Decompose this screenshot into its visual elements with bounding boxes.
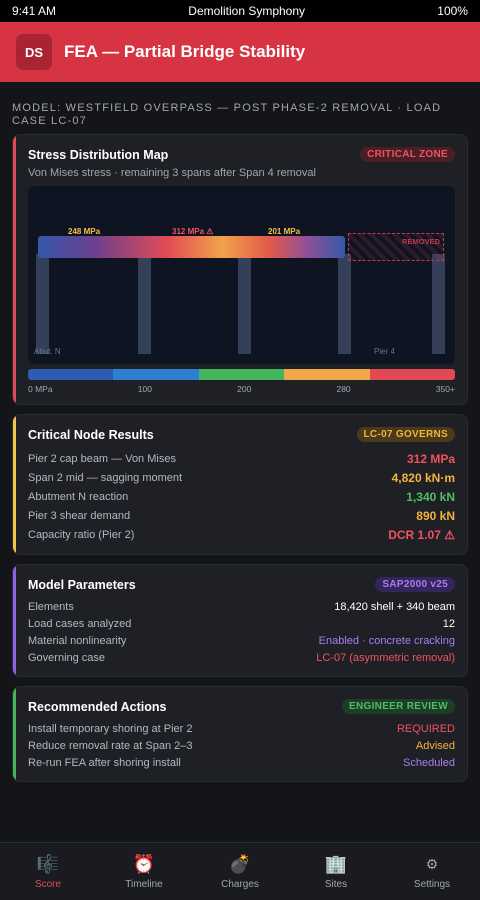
score-icon: 🎼: [36, 854, 60, 874]
row-label: Abutment N reaction: [28, 490, 129, 503]
row-value: 12: [442, 617, 455, 630]
scale-labels: 0 MPa 100 200 280 350+: [28, 384, 455, 394]
tab-label: Sites: [324, 879, 348, 890]
row-value: Enabled · concrete cracking: [318, 634, 455, 647]
row-value: 4,820 kN·m: [391, 470, 455, 485]
stress-label-mid: 312 MPa ⚠: [172, 227, 214, 236]
app-logo[interactable]: DS: [16, 34, 52, 70]
scale-label: 0 MPa: [28, 384, 53, 394]
row-label: Governing case: [28, 651, 106, 664]
stress-distribution-card: Stress Distribution Map CRITICAL ZONE Vo…: [12, 134, 468, 405]
scale-label: 280: [336, 384, 351, 394]
status-battery: 100%: [437, 4, 468, 18]
tab-score[interactable]: 🎼 Score: [0, 843, 96, 900]
action-row[interactable]: Re-run FEA after shoring install Schedule…: [28, 754, 455, 771]
action-rows: Install temporary shoring at Pier 2 REQUI…: [28, 720, 455, 771]
tab-timeline[interactable]: ⏰ Timeline: [96, 843, 192, 900]
row-value: 312 MPa: [406, 451, 455, 466]
settings-icon: ⚙: [425, 856, 439, 872]
bottom-tab-bar: 🎼 Score ⏰ Timeline 💣 Charges 🏢 Sites ⚙ S…: [0, 842, 480, 900]
pier-1: [138, 254, 151, 354]
pier-2: [238, 254, 251, 354]
row-label: Elements: [28, 600, 74, 613]
row-value: Advised: [415, 739, 455, 752]
param-row: Elements 18,420 shell + 340 beam: [28, 598, 455, 615]
param-row: Load cases analyzed 12: [28, 615, 455, 632]
tab-label: Settings: [413, 879, 451, 890]
row-label: Reduce removal rate at Span 2–3: [28, 739, 193, 752]
result-row: Span 2 mid — sagging moment 4,820 kN·m: [28, 468, 455, 487]
card-subtitle: Von Mises stress · remaining 3 spans aft…: [28, 167, 316, 179]
critical-node-card: Critical Node Results LC-07 GOVERNS Pier…: [12, 414, 468, 555]
row-value: 890 kN: [416, 508, 455, 523]
removed-label: REMOVED: [402, 237, 440, 246]
row-label: Load cases analyzed: [28, 617, 132, 630]
tab-charges[interactable]: 💣 Charges: [192, 843, 288, 900]
stress-color-scale: [28, 369, 455, 380]
action-row[interactable]: Reduce removal rate at Span 2–3 Advised: [28, 737, 455, 754]
row-value: DCR 1.07 ⚠: [388, 527, 455, 542]
row-label: Span 2 mid — sagging moment: [28, 471, 183, 484]
param-row: Governing case LC-07 (asymmetric removal): [28, 649, 455, 666]
timeline-icon: ⏰: [132, 854, 156, 874]
status-time: 9:41 AM: [12, 4, 57, 18]
row-label: Install temporary shoring at Pier 2: [28, 722, 193, 735]
model-caption: MODEL: WESTFIELD OVERPASS — POST PHASE-2…: [12, 102, 442, 127]
card-title: Model Parameters: [28, 577, 136, 592]
status-title: Demolition Symphony: [188, 4, 306, 18]
card-title: Stress Distribution Map: [28, 147, 169, 162]
row-value: Scheduled: [403, 756, 455, 769]
tab-label: Charges: [221, 879, 259, 890]
tab-sites[interactable]: 🏢 Sites: [288, 843, 384, 900]
tab-label: Score: [34, 879, 62, 890]
charges-icon: 💣: [228, 854, 252, 874]
tab-label: Timeline: [125, 879, 163, 890]
scale-label: 200: [237, 384, 252, 394]
critical-rows: Pier 2 cap beam — Von Mises 312 MPa Span …: [28, 449, 455, 544]
row-label: Pier 2 cap beam — Von Mises: [28, 452, 176, 465]
main-content: MODEL: WESTFIELD OVERPASS — POST PHASE-2…: [0, 82, 480, 842]
result-row: Pier 3 shear demand 890 kN: [28, 506, 455, 525]
row-value: 18,420 shell + 340 beam: [334, 600, 455, 613]
param-row: Material nonlinearity Enabled · concrete …: [28, 632, 455, 649]
stress-label-left: 248 MPa: [68, 227, 101, 236]
sites-icon: 🏢: [324, 854, 348, 874]
row-label: Pier 3 shear demand: [28, 509, 131, 522]
model-parameters-card: Model Parameters SAP2000 v25 Elements 18,…: [12, 564, 468, 677]
result-row: Pier 2 cap beam — Von Mises 312 MPa: [28, 449, 455, 468]
row-value: 1,340 kN: [406, 489, 455, 504]
removed-span: REMOVED: [348, 233, 444, 261]
software-badge: SAP2000 v25: [375, 577, 455, 592]
recommended-actions-card: Recommended Actions ENGINEER REVIEW Inst…: [12, 686, 468, 782]
review-badge: ENGINEER REVIEW: [342, 699, 455, 714]
scale-label: 350+: [435, 384, 455, 394]
card-title: Recommended Actions: [28, 699, 167, 714]
result-row: Abutment N reaction 1,340 kN: [28, 487, 455, 506]
result-row: Capacity ratio (Pier 2) DCR 1.07 ⚠: [28, 525, 455, 544]
abutment-n: [36, 254, 49, 354]
row-value: REQUIRED: [396, 722, 455, 735]
pier-3: [338, 254, 351, 354]
row-label: Re-run FEA after shoring install: [28, 756, 181, 769]
pier-4-label: Pier 4: [374, 347, 395, 356]
bridge-deck-stress: [38, 236, 345, 258]
stress-map[interactable]: REMOVED 248 MPa 312 MPa ⚠ 201 MPa Abut. …: [28, 186, 455, 364]
page-title: FEA — Partial Bridge Stability: [64, 42, 306, 61]
card-title: Critical Node Results: [28, 427, 154, 442]
stress-label-right: 201 MPa: [268, 227, 301, 236]
app-header: DS FEA — Partial Bridge Stability: [0, 22, 480, 82]
critical-zone-badge: CRITICAL ZONE: [360, 147, 455, 162]
row-label: Capacity ratio (Pier 2): [28, 528, 135, 541]
row-label: Material nonlinearity: [28, 634, 127, 647]
parameter-rows: Elements 18,420 shell + 340 beam Load cas…: [28, 598, 455, 666]
action-row[interactable]: Install temporary shoring at Pier 2 REQUI…: [28, 720, 455, 737]
scale-label: 100: [137, 384, 152, 394]
row-value: LC-07 (asymmetric removal): [316, 651, 455, 664]
status-bar: 9:41 AM Demolition Symphony 100%: [0, 0, 480, 22]
tab-settings[interactable]: ⚙ Settings: [384, 843, 480, 900]
governs-badge: LC-07 GOVERNS: [356, 427, 455, 442]
pier-4: [432, 254, 445, 354]
abutment-label: Abut. N: [34, 347, 61, 356]
